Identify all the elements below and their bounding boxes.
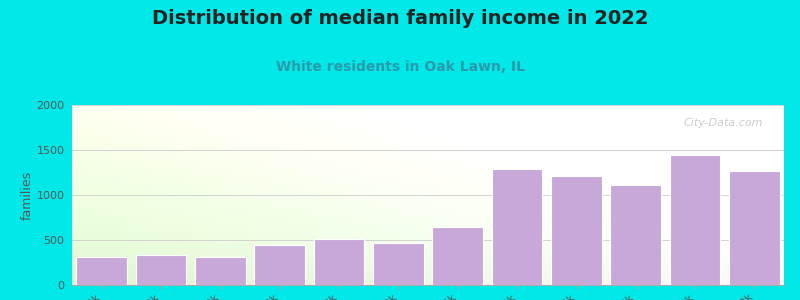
Y-axis label: families: families: [21, 170, 34, 220]
Bar: [77, 257, 127, 285]
Text: Distribution of median family income in 2022: Distribution of median family income in …: [152, 9, 648, 28]
Bar: [492, 169, 542, 285]
Bar: [136, 255, 186, 285]
Bar: [729, 171, 779, 285]
Bar: [670, 154, 720, 285]
Bar: [254, 244, 305, 285]
Text: City-Data.com: City-Data.com: [683, 118, 762, 128]
Text: White residents in Oak Lawn, IL: White residents in Oak Lawn, IL: [275, 60, 525, 74]
Bar: [551, 176, 602, 285]
Bar: [433, 226, 483, 285]
Bar: [314, 239, 364, 285]
Bar: [610, 185, 661, 285]
Bar: [373, 243, 423, 285]
Bar: [195, 257, 246, 285]
